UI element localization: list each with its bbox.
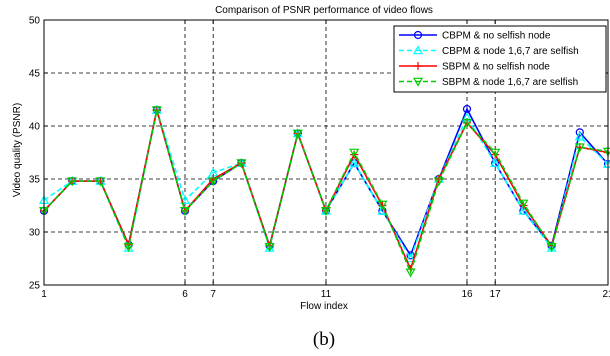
legend-label: SBPM & node 1,6,7 are selfish [442,77,578,88]
tick-labels: 25303540455016711161721 [29,16,610,301]
data-point-s4 [179,207,191,217]
legend-marker [412,77,424,87]
data-point-s2 [349,157,360,167]
data-point-s4 [208,177,219,187]
data-point-s4 [433,177,444,187]
data-point-s4 [264,243,275,253]
x-tick-label: 16 [461,289,473,300]
axes [43,19,609,286]
legend-marker [413,30,423,40]
data-point-s1 [575,128,584,137]
data-point-s4 [574,143,585,153]
data-point-s4 [377,200,388,210]
data-point-s4 [151,106,162,116]
legend-label: CBPM & no selfish node [442,31,551,42]
data-point-s4 [518,199,529,209]
data-point-s4 [67,177,78,187]
data-point-s2 [490,157,501,167]
y-tick-label: 45 [29,69,41,80]
x-tick-label: 17 [490,289,502,300]
data-point-s4 [405,268,416,278]
data-point-s4 [490,148,501,158]
legend: CBPM & no selfish node CBPM & node 1,6,7 … [393,25,607,93]
legend-box [393,25,607,93]
x-tick-label: 11 [321,289,332,300]
legend-marker [414,62,422,70]
x-tick-label: 21 [602,289,610,300]
data-point-s4 [461,119,473,129]
data-point-s3 [434,175,443,183]
y-tick-label: 50 [29,16,41,27]
x-axis-label: Flow index [300,301,348,312]
legend-label: SBPM & no selfish node [442,62,550,73]
series-line-4 [43,109,609,275]
data-point-s4 [349,148,360,158]
y-tick-label: 25 [29,281,41,292]
data-point-s2 [405,253,416,263]
x-tick-label: 6 [182,289,188,300]
data-point-s4 [320,207,332,217]
data-point-s4 [123,243,134,253]
x-tick-label: 7 [210,289,216,300]
y-tick-label: 35 [29,175,41,186]
y-axis-label: Video quality (PSNR) [12,103,23,197]
x-tick-label: 1 [41,289,47,300]
data-point-s4 [236,159,247,169]
y-tick-label: 40 [29,122,41,133]
figure-caption: (b) [313,329,335,350]
legend-label: CBPM & node 1,6,7 are selfish [442,46,579,57]
legend-marker [412,45,424,55]
chart-title: Comparison of PSNR performance of video … [215,5,433,16]
data-point-s4 [95,177,106,187]
data-point-s2 [179,194,191,204]
y-tick-label: 30 [29,228,41,239]
data-point-s2 [574,131,585,141]
data-point-s4 [546,243,557,253]
data-point-s4 [292,129,303,139]
data-point-s2 [518,205,529,215]
series-lines [38,104,610,278]
